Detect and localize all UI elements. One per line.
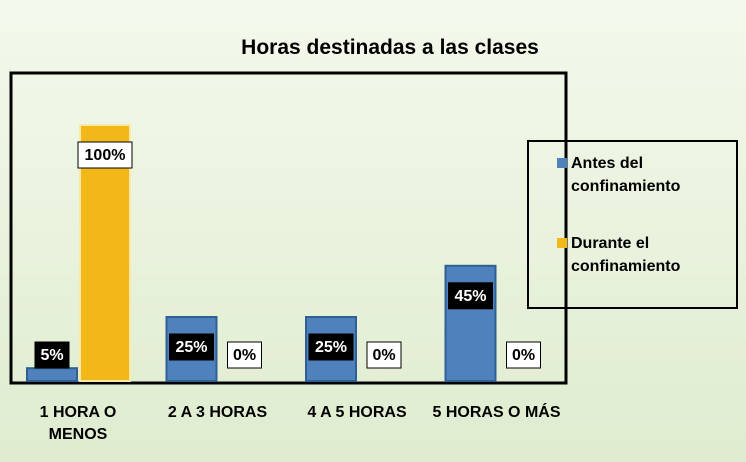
value-label: 0% <box>512 347 535 364</box>
value-label: 0% <box>372 347 395 364</box>
chart-title: Horas destinadas a las clases <box>241 36 539 59</box>
value-label: 45% <box>454 288 486 305</box>
bar <box>26 367 78 383</box>
value-label: 100% <box>85 147 126 164</box>
legend-swatch <box>557 238 567 248</box>
value-label-box <box>169 333 214 361</box>
value-label: 5% <box>40 347 63 364</box>
value-label-box <box>506 341 541 369</box>
value-label: 0% <box>233 347 256 364</box>
x-tick-label: 4 A 5 HORAS <box>307 404 407 421</box>
legend-item: Durante el confinamiento <box>557 232 731 278</box>
legend-label: Antes del confinamiento <box>571 155 681 195</box>
value-label-box <box>448 282 493 310</box>
legend-swatch <box>557 158 567 168</box>
value-label: 25% <box>175 339 207 356</box>
value-label-box <box>308 333 354 361</box>
value-label-box <box>227 341 262 369</box>
value-label-box <box>34 341 70 369</box>
x-tick-label: 5 HORAS O MÁS <box>432 404 561 421</box>
x-tick-label: 2 A 3 HORAS <box>167 404 268 421</box>
value-label: 25% <box>315 339 347 356</box>
legend-label: Durante el confinamiento <box>571 235 681 275</box>
x-tick-label: 1 HORA O MENOS <box>39 404 117 443</box>
value-label-box <box>366 341 402 369</box>
legend-item: Antes del confinamiento <box>557 152 731 198</box>
legend: Antes del confinamiento Durante el confin… <box>527 140 738 309</box>
plot-border <box>9 71 568 385</box>
value-label-box <box>77 141 133 169</box>
